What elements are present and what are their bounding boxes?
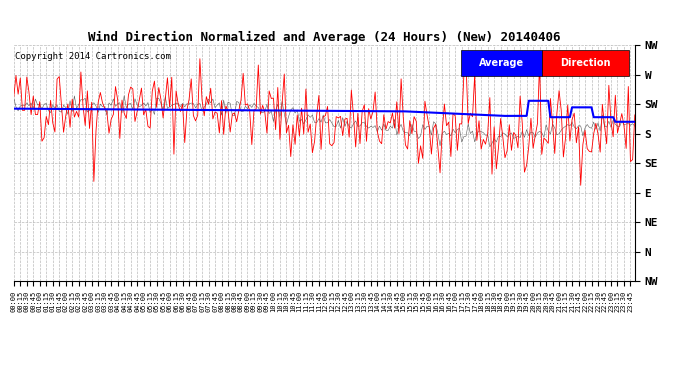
Text: Copyright 2014 Cartronics.com: Copyright 2014 Cartronics.com [15, 52, 171, 61]
FancyBboxPatch shape [461, 50, 542, 76]
Title: Wind Direction Normalized and Average (24 Hours) (New) 20140406: Wind Direction Normalized and Average (2… [88, 31, 560, 44]
FancyBboxPatch shape [542, 50, 629, 76]
Text: Average: Average [479, 58, 524, 68]
Text: Direction: Direction [560, 58, 611, 68]
